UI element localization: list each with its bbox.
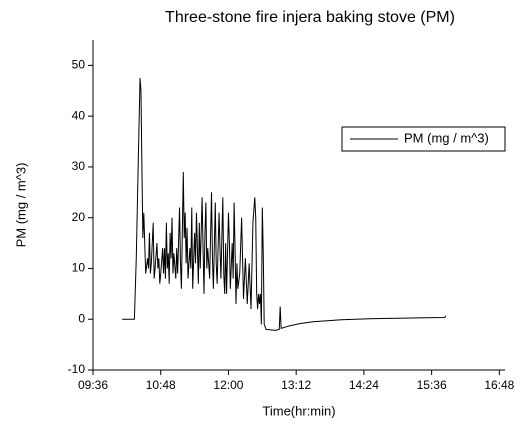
y-tick-label: -10: [68, 362, 86, 376]
y-tick-label: 10: [72, 261, 86, 275]
x-tick-label: 14:24: [349, 378, 379, 392]
y-tick-label: 30: [72, 159, 86, 173]
x-tick-label: 15:36: [417, 378, 447, 392]
x-tick-label: 13:12: [281, 378, 311, 392]
y-tick-label: 50: [72, 58, 86, 72]
chart-title: Three-stone fire injera baking stove (PM…: [165, 9, 455, 26]
x-tick-label: 16:48: [484, 378, 514, 392]
x-tick-label: 09:36: [78, 378, 108, 392]
x-tick-label: 10:48: [146, 378, 176, 392]
x-axis-label: Time(hr:min): [262, 403, 335, 418]
legend-label: PM (mg / m^3): [404, 130, 489, 145]
x-tick-label: 12:00: [213, 378, 243, 392]
y-tick-label: 40: [72, 108, 86, 122]
y-axis-label: PM (mg / m^3): [13, 163, 28, 248]
data-line: [122, 78, 447, 331]
y-tick-label: 20: [72, 210, 86, 224]
y-tick-label: 0: [78, 311, 85, 325]
